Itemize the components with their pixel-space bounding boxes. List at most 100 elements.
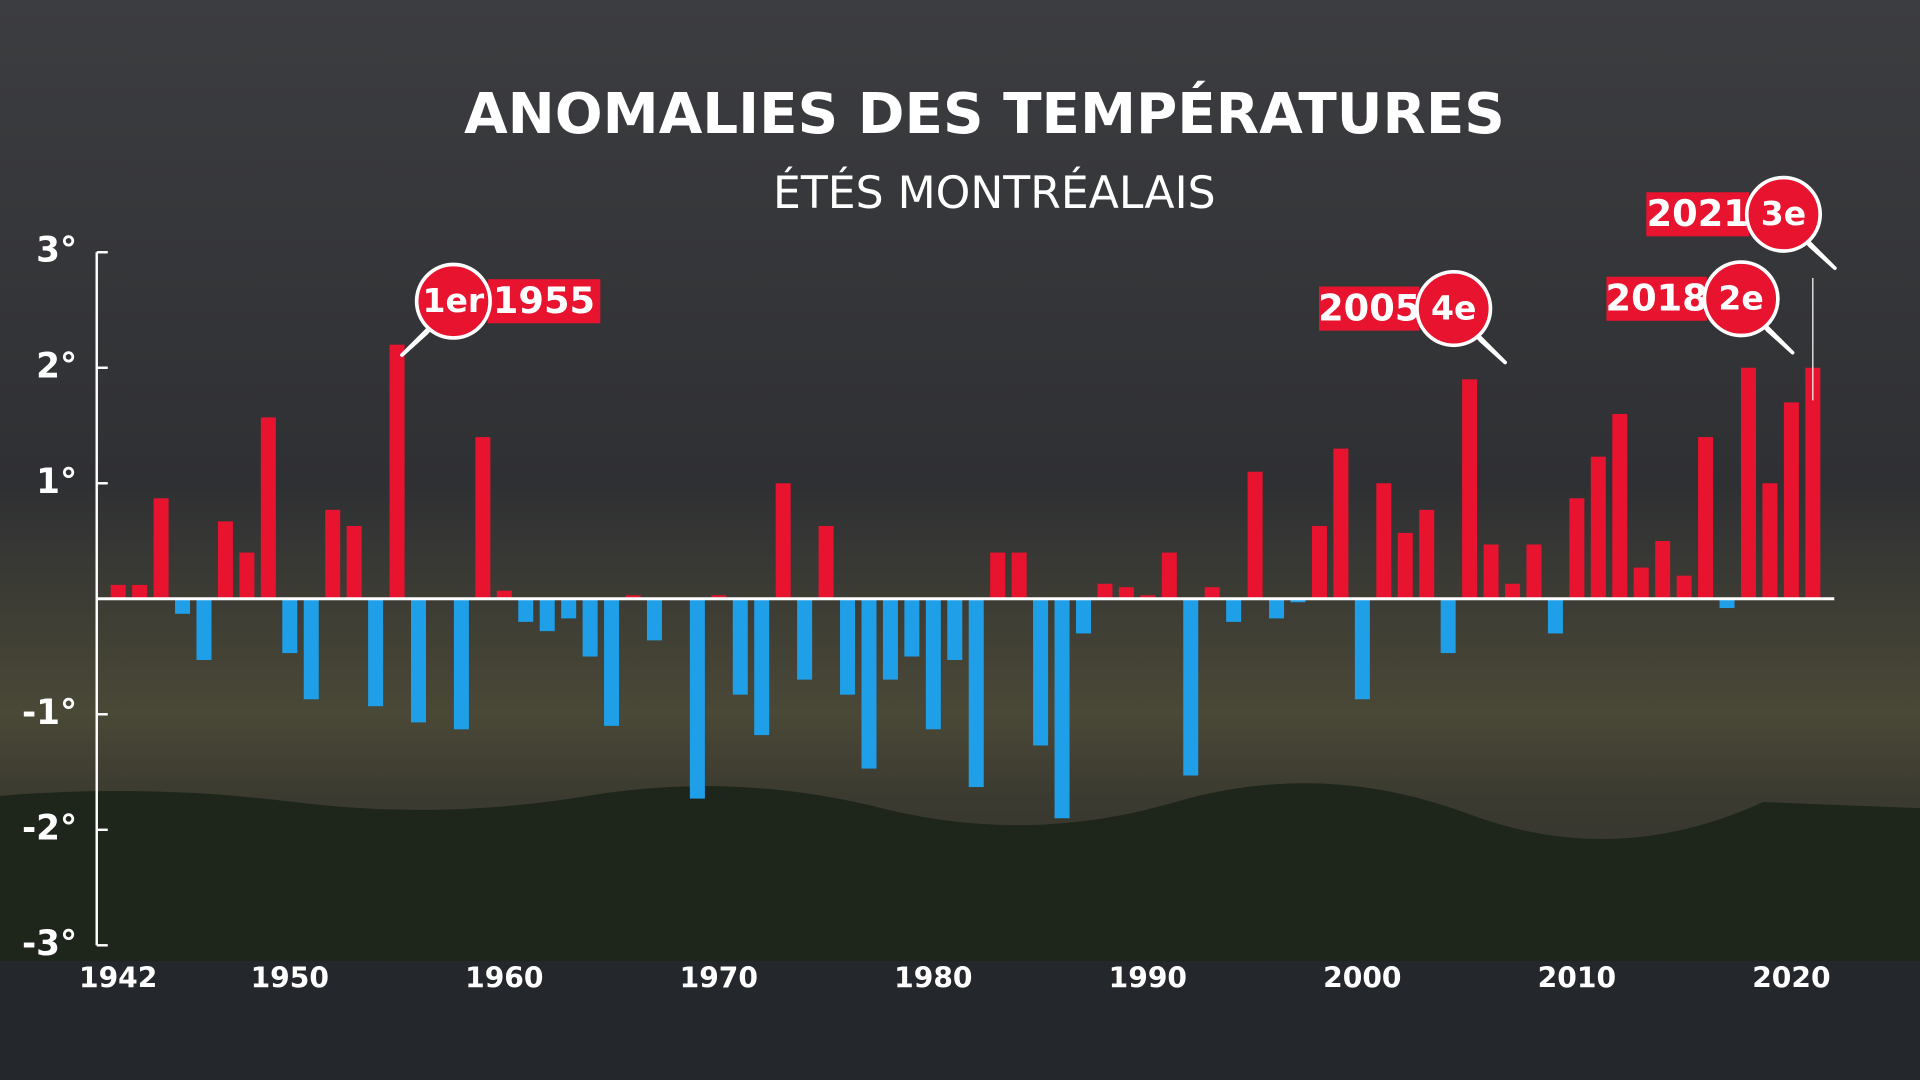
x-tick-label: 2010 bbox=[1538, 962, 1616, 995]
bar bbox=[625, 595, 641, 599]
bar bbox=[518, 598, 534, 622]
bar bbox=[925, 598, 941, 730]
bar bbox=[797, 598, 813, 680]
bar bbox=[1698, 437, 1714, 599]
bar bbox=[1483, 544, 1499, 599]
annotation-badge bbox=[1415, 270, 1493, 348]
annotation-badge bbox=[1702, 260, 1780, 338]
bar bbox=[1633, 567, 1649, 599]
bar bbox=[475, 437, 491, 599]
bar bbox=[1655, 541, 1671, 599]
annotation-badge bbox=[414, 262, 492, 340]
bar bbox=[217, 521, 233, 599]
bar bbox=[1161, 552, 1177, 599]
bar bbox=[1740, 367, 1756, 599]
annotation-box bbox=[487, 279, 601, 324]
bar bbox=[1075, 598, 1091, 634]
bar bbox=[1290, 598, 1306, 603]
bar bbox=[1226, 598, 1242, 622]
bar bbox=[1676, 575, 1692, 599]
x-tick-label: 1960 bbox=[465, 962, 543, 995]
bar bbox=[561, 598, 577, 619]
bar bbox=[282, 598, 298, 654]
bar bbox=[1569, 498, 1585, 599]
bar bbox=[1033, 598, 1049, 746]
bar bbox=[904, 598, 920, 657]
y-tick-label: -1° bbox=[22, 693, 77, 733]
bar bbox=[410, 598, 427, 723]
bar bbox=[882, 598, 898, 680]
bar bbox=[346, 526, 362, 599]
bar bbox=[153, 498, 169, 599]
bar bbox=[1011, 552, 1027, 599]
y-tick-label: 2° bbox=[36, 346, 77, 386]
bar bbox=[453, 598, 469, 730]
bar bbox=[1097, 583, 1113, 599]
annotation-year: 2021 bbox=[1647, 192, 1749, 235]
bar bbox=[947, 598, 963, 660]
bar bbox=[1311, 526, 1327, 599]
bar bbox=[325, 509, 341, 599]
x-tick-label: 1990 bbox=[1109, 962, 1187, 995]
bar bbox=[239, 552, 255, 599]
bar bbox=[1118, 587, 1134, 599]
bar bbox=[389, 344, 405, 599]
bar bbox=[1590, 456, 1606, 599]
x-tick-label: 1980 bbox=[894, 962, 972, 995]
bar bbox=[175, 598, 191, 614]
annotation-badge bbox=[1744, 175, 1823, 253]
bar bbox=[1547, 598, 1563, 634]
bar bbox=[1762, 483, 1778, 599]
bar bbox=[1462, 379, 1478, 599]
x-tick-label: 2000 bbox=[1323, 962, 1401, 995]
bar bbox=[968, 598, 984, 788]
bar bbox=[1440, 598, 1456, 654]
bar bbox=[861, 598, 877, 769]
bar bbox=[1783, 402, 1799, 599]
bar bbox=[1397, 532, 1413, 599]
bar bbox=[775, 483, 791, 599]
y-tick-label: 1° bbox=[36, 462, 77, 502]
x-tick-label: 1970 bbox=[680, 962, 758, 995]
bar bbox=[711, 595, 727, 599]
bar bbox=[840, 598, 856, 695]
bar bbox=[1526, 544, 1542, 599]
annotation-year: 1955 bbox=[493, 279, 595, 322]
x-tick-label: 1942 bbox=[79, 962, 157, 995]
bar bbox=[604, 598, 620, 726]
annotation-year: 2018 bbox=[1606, 277, 1708, 320]
chart-title: ANOMALIES DES TEMPÉRATURES bbox=[464, 79, 1505, 147]
bar bbox=[1376, 483, 1392, 599]
bar bbox=[1805, 367, 1821, 599]
treeline bbox=[0, 783, 1920, 962]
bar bbox=[1183, 598, 1199, 776]
x-tick-label: 2020 bbox=[1752, 962, 1830, 995]
bar bbox=[1354, 598, 1370, 700]
y-tick-label: 3° bbox=[36, 231, 77, 271]
annotation-rank: 4e bbox=[1431, 288, 1476, 327]
bar bbox=[1719, 598, 1735, 609]
bar bbox=[1054, 598, 1070, 819]
water bbox=[0, 961, 1920, 1080]
bar bbox=[990, 552, 1006, 599]
bar bbox=[1247, 471, 1263, 599]
bar bbox=[496, 590, 512, 599]
bar bbox=[1505, 583, 1521, 599]
y-tick-label: -3° bbox=[22, 924, 77, 964]
annotation-year: 2005 bbox=[1318, 286, 1420, 329]
annotation-rank: 2e bbox=[1718, 279, 1763, 318]
bar bbox=[539, 598, 555, 632]
bar bbox=[196, 598, 212, 660]
x-tick-label: 1950 bbox=[251, 962, 329, 995]
annotation-box bbox=[1606, 276, 1707, 321]
bar bbox=[368, 598, 384, 707]
bar bbox=[818, 526, 834, 599]
bar bbox=[303, 598, 319, 700]
bar bbox=[1612, 413, 1628, 599]
bar bbox=[1269, 598, 1285, 619]
y-tick-label: -2° bbox=[22, 808, 77, 848]
bar bbox=[646, 598, 662, 641]
bar bbox=[1204, 587, 1220, 599]
